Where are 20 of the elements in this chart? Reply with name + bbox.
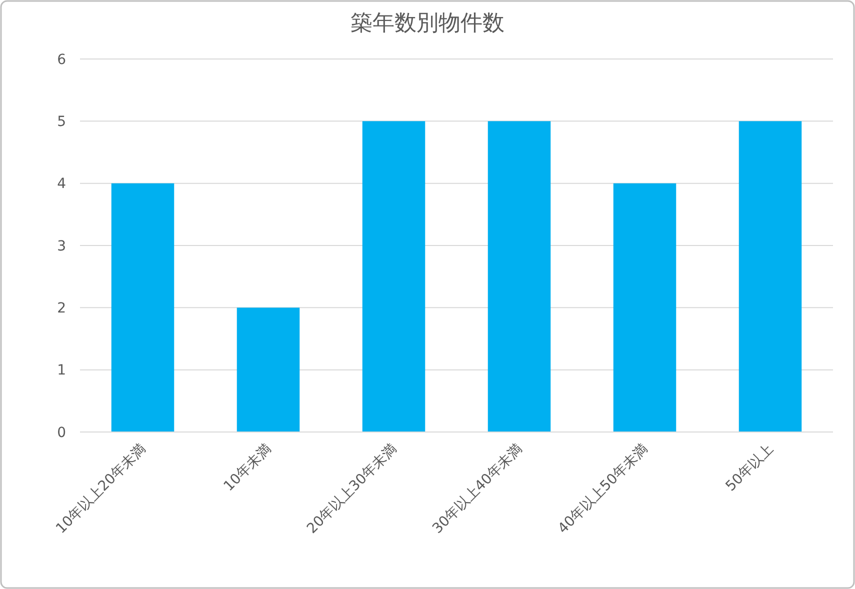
y-tick-label: 2 xyxy=(57,300,66,317)
x-tick-label: 30年以上40年未満 xyxy=(430,440,526,537)
y-tick-label: 0 xyxy=(57,424,66,441)
bar xyxy=(111,183,174,432)
y-tick-label: 6 xyxy=(57,52,66,68)
x-tick-label: 50年以上 xyxy=(722,440,777,495)
bar xyxy=(362,121,426,432)
x-tick-label: 10年未満 xyxy=(220,440,275,495)
x-tick-label: 40年以上50年未満 xyxy=(555,440,652,537)
bar xyxy=(488,121,551,432)
bar xyxy=(236,308,300,432)
x-tick-label: 10年以上20年未満 xyxy=(53,440,150,537)
bar xyxy=(738,121,802,432)
x-tick-label: 20年以上30年未満 xyxy=(304,440,400,537)
y-tick-label: 5 xyxy=(57,114,66,130)
chart-title: 築年数別物件数 xyxy=(350,11,504,36)
y-tick-label: 4 xyxy=(57,176,66,192)
y-tick-label: 3 xyxy=(57,238,66,254)
y-tick-label: 1 xyxy=(57,362,66,379)
bar xyxy=(613,183,676,432)
